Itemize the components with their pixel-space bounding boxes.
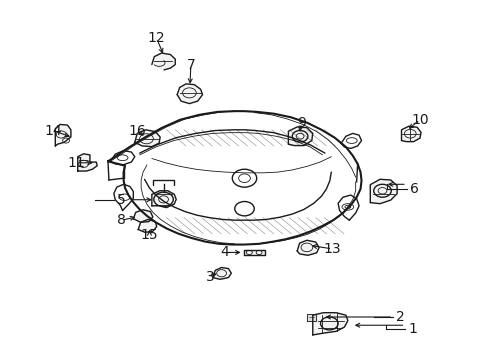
Polygon shape <box>133 210 153 222</box>
Polygon shape <box>135 130 160 147</box>
Polygon shape <box>306 314 315 320</box>
Text: 14: 14 <box>44 123 62 138</box>
Polygon shape <box>212 267 231 279</box>
Text: 7: 7 <box>186 58 195 72</box>
Text: 8: 8 <box>117 213 126 227</box>
Text: 2: 2 <box>395 310 404 324</box>
Polygon shape <box>177 84 202 104</box>
Text: 1: 1 <box>407 322 416 336</box>
Polygon shape <box>288 127 312 145</box>
Text: 5: 5 <box>117 193 126 207</box>
Polygon shape <box>78 154 97 171</box>
Text: 4: 4 <box>220 246 229 260</box>
Polygon shape <box>55 125 71 146</box>
Text: 3: 3 <box>205 270 214 284</box>
Polygon shape <box>312 313 347 335</box>
Polygon shape <box>401 126 420 141</box>
Polygon shape <box>152 53 175 70</box>
Polygon shape <box>152 191 176 208</box>
Text: 11: 11 <box>67 156 85 170</box>
Text: 10: 10 <box>410 113 428 127</box>
Text: 12: 12 <box>147 31 165 45</box>
Text: 6: 6 <box>409 182 418 196</box>
Polygon shape <box>138 220 157 232</box>
Polygon shape <box>244 249 264 255</box>
Polygon shape <box>369 179 396 204</box>
Text: 13: 13 <box>323 242 341 256</box>
Text: 15: 15 <box>141 228 158 242</box>
Text: 16: 16 <box>128 123 146 138</box>
Text: 9: 9 <box>297 116 306 130</box>
Polygon shape <box>297 240 319 255</box>
